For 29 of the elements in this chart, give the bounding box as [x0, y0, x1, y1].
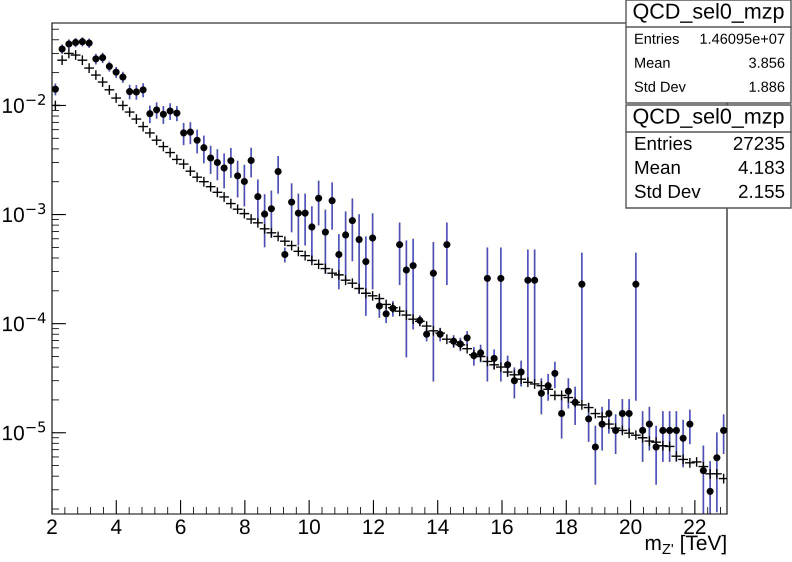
y-tick-label: 10$^{−2}$ — [3, 94, 45, 114]
annotation: QCD_sel0_mzp — [634, 108, 784, 128]
x-tick-label: 12 — [363, 519, 384, 534]
annotation: Mean — [636, 160, 680, 174]
y-tick-label: 10$^{−3}$ — [3, 203, 46, 222]
annotation: Mean — [635, 58, 670, 68]
annotation: Entries — [636, 136, 692, 150]
x-tick-label: 2 — [47, 519, 57, 534]
annotation: Std Dev — [634, 184, 701, 198]
annotation: Entries — [635, 33, 679, 44]
x-tick-label: 10 — [299, 519, 320, 534]
x-tick-label: 8 — [240, 519, 250, 534]
text: 4.183 — [738, 160, 784, 174]
annotation: QCD_sel0_mzp — [634, 2, 784, 24]
text: 2.155 — [739, 184, 784, 198]
annotation: Std Dev — [634, 81, 686, 92]
text: 27235 — [734, 136, 784, 150]
x-tick-label: 16 — [492, 519, 513, 534]
x-tick-label: 20 — [620, 519, 642, 534]
x-tick-label: 18 — [556, 519, 577, 534]
x-tick-label: 6 — [176, 519, 186, 534]
text: 3.856 — [749, 58, 784, 68]
annotation: 1.46095e+07 — [700, 34, 784, 44]
x-tick-label: 4 — [110, 520, 122, 534]
x-tick-label: 14 — [428, 520, 449, 534]
x-tick-label: 22 — [684, 519, 706, 534]
text: 1.886 — [750, 82, 784, 92]
y-tick-label: 10$^{−4}$ — [3, 312, 46, 332]
y-tick-label: 10$^{−5}$ — [3, 422, 46, 440]
